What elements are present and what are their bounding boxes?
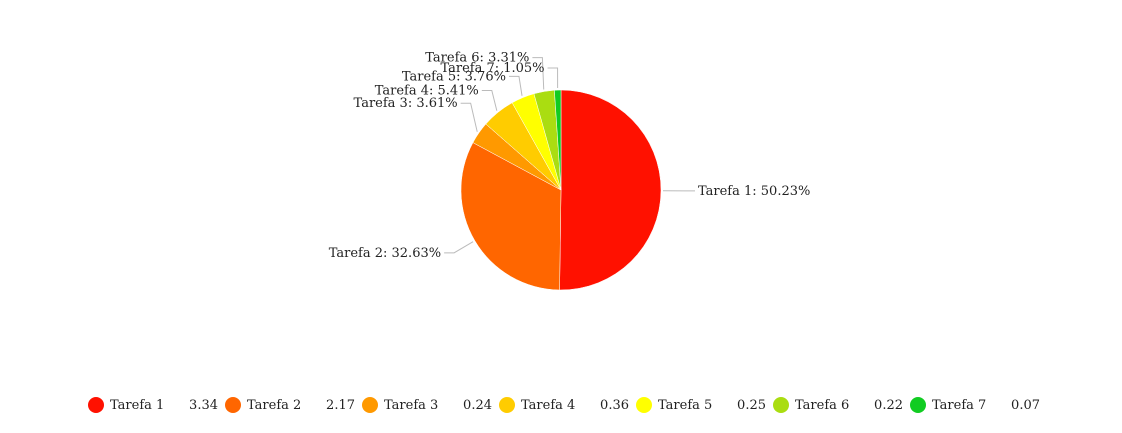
legend-name: Tarefa 1: [110, 397, 165, 413]
legend-item-5[interactable]: Tarefa 5 0.25: [636, 395, 773, 415]
pie-label-2: Tarefa 2: 32.63%: [329, 246, 441, 261]
legend-swatch-icon: [225, 397, 241, 413]
pie-label-1: Tarefa 1: 50.23%: [698, 184, 810, 199]
legend-swatch-icon: [773, 397, 789, 413]
legend-name: Tarefa 3: [384, 397, 439, 413]
legend-swatch-icon: [910, 397, 926, 413]
legend-value: 3.34: [189, 397, 218, 413]
legend-item-1[interactable]: Tarefa 1 3.34: [88, 395, 225, 415]
pie-label-6: Tarefa 6: 3.31%: [425, 51, 529, 66]
legend-name: Tarefa 6: [795, 397, 850, 413]
pie-leader-line-2: [444, 241, 474, 254]
legend-value: 0.25: [737, 397, 766, 413]
pie-slice-2[interactable]: [460, 142, 562, 291]
pie-slices: [460, 89, 662, 291]
pie-slice-1[interactable]: [559, 89, 662, 291]
legend-swatch-icon: [636, 397, 652, 413]
legend-name: Tarefa 4: [521, 397, 576, 413]
pie-leader-line-5: [508, 75, 523, 96]
legend-value: 0.07: [1011, 397, 1040, 413]
legend-value: 2.17: [326, 397, 355, 413]
legend-value: 0.22: [874, 397, 903, 413]
pie-slice-7[interactable]: [554, 89, 562, 191]
pie-labels: Tarefa 1: 50.23% Tarefa 2: 32.63% Tarefa 3…: [329, 51, 811, 261]
pie-label-7: Tarefa 7: 1.05%: [440, 61, 544, 76]
pie-label-3: Tarefa 3: 3.61%: [354, 96, 458, 111]
pie-leader-line-4: [481, 89, 498, 111]
legend-item-3[interactable]: Tarefa 3 0.24: [362, 395, 499, 415]
legend-name: Tarefa 7: [932, 397, 987, 413]
pie-label-4: Tarefa 4: 5.41%: [375, 83, 479, 98]
legend-swatch-icon: [88, 397, 104, 413]
legend-item-7[interactable]: Tarefa 7 0.07: [910, 395, 1047, 415]
legend-name: Tarefa 5: [658, 397, 713, 413]
legend-item-2[interactable]: Tarefa 2 2.17: [225, 395, 362, 415]
legend-swatch-icon: [499, 397, 515, 413]
legend-value: 0.24: [463, 397, 492, 413]
pie-leader-line-6: [532, 57, 545, 90]
pie-leader-lines: [444, 57, 695, 254]
chart-legend: Tarefa 1 3.34 Tarefa 2 2.17 Tarefa 3 0.24 Tare…: [88, 395, 1047, 415]
pie-leader-line-3: [460, 102, 478, 132]
legend-swatch-icon: [362, 397, 378, 413]
legend-name: Tarefa 2: [247, 397, 302, 413]
legend-item-6[interactable]: Tarefa 6 0.22: [773, 395, 910, 415]
legend-value: 0.36: [600, 397, 629, 413]
legend-item-4[interactable]: Tarefa 4 0.36: [499, 395, 636, 415]
pie-leader-line-7: [547, 67, 559, 89]
pie-label-5: Tarefa 5: 3.76%: [402, 69, 506, 84]
